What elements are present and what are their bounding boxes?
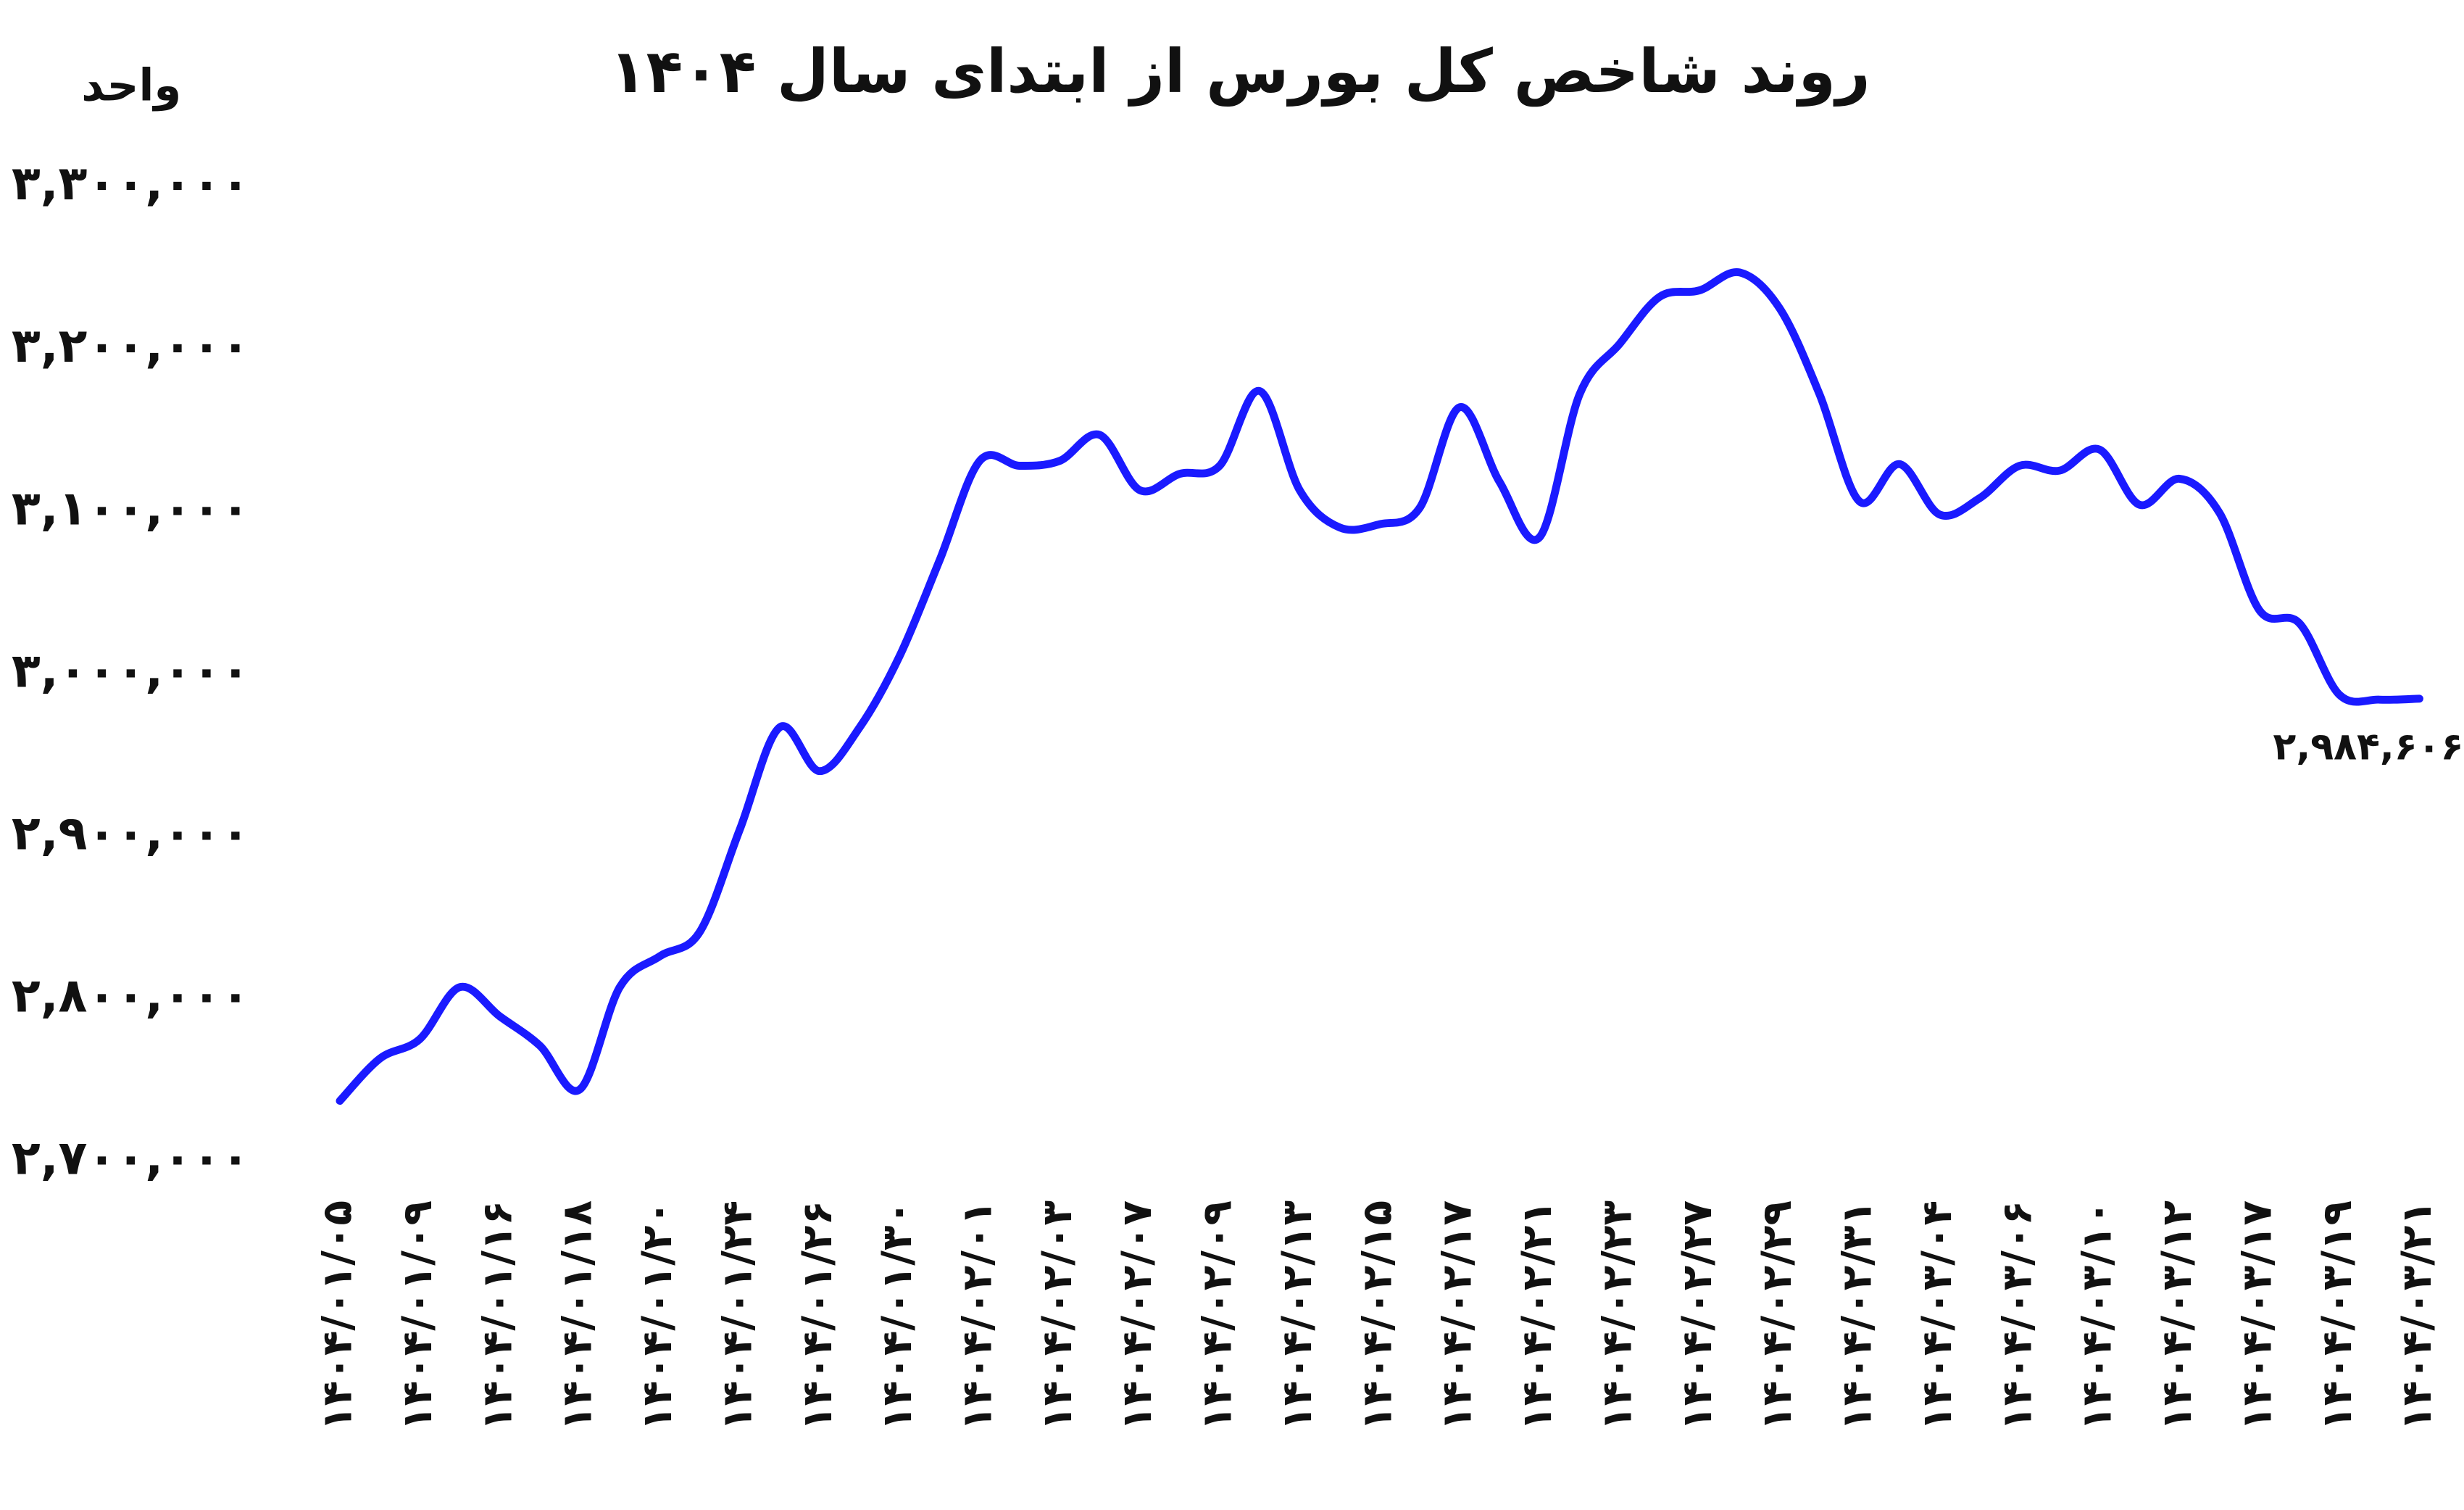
x-tick-label: ۱۴۰۴/۰۳/۱۰	[2073, 1200, 2121, 1431]
x-tick-label: ۱۴۰۴/۰۱/۱۶	[473, 1200, 521, 1431]
x-tick-label: ۱۴۰۴/۰۲/۱۵	[1353, 1200, 1401, 1431]
data-label: ۲,۹۸۴,۶۰۶	[2273, 725, 2463, 769]
x-tick-label: ۱۴۰۴/۰۱/۰۵	[314, 1200, 362, 1431]
x-tick-label: ۱۴۰۴/۰۱/۲۶	[794, 1200, 841, 1431]
x-tick-label: ۱۴۰۴/۰۲/۲۹	[1753, 1200, 1801, 1431]
x-tick-label: ۱۴۰۴/۰۱/۰۹	[394, 1200, 441, 1431]
line	[336, 268, 2423, 1105]
y-tick-label: ۳,۲۰۰,۰۰۰	[12, 318, 250, 373]
x-tick-label: ۱۴۰۴/۰۳/۱۹	[2313, 1200, 2361, 1431]
x-tick-label: ۱۴۰۴/۰۲/۰۷	[1113, 1200, 1161, 1431]
x-tick-label: ۱۴۰۴/۰۲/۲۳	[1593, 1200, 1641, 1431]
x-tick-label: ۱۴۰۴/۰۲/۰۳	[1033, 1200, 1081, 1431]
x-tick-label: ۱۴۰۴/۰۱/۳۰	[873, 1200, 921, 1431]
x-tick-label: ۱۴۰۴/۰۲/۰۱	[954, 1200, 1002, 1431]
y-axis-label: واحد	[81, 60, 181, 112]
y-tick-label: ۳,۰۰۰,۰۰۰	[12, 643, 250, 698]
x-tick-label: ۱۴۰۴/۰۲/۲۱	[1513, 1200, 1561, 1431]
x-tick-label: ۱۴۰۴/۰۱/۲۴	[713, 1200, 761, 1431]
x-tick-label: ۱۴۰۴/۰۲/۰۹	[1194, 1200, 1241, 1431]
x-tick-label: ۱۴۰۴/۰۲/۱۳	[1273, 1200, 1321, 1431]
x-tick-label: ۱۴۰۴/۰۲/۲۷	[1673, 1200, 1721, 1431]
x-tick-label: ۱۴۰۴/۰۳/۱۷	[2233, 1200, 2281, 1431]
x-tick-label: ۱۴۰۴/۰۱/۱۸	[554, 1200, 602, 1431]
x-tick-label: ۱۴۰۴/۰۳/۰۶	[1993, 1200, 2041, 1431]
x-tick-label: ۱۴۰۴/۰۳/۱۲	[2153, 1200, 2201, 1431]
x-tick-label: ۱۴۰۴/۰۳/۲۱	[2393, 1200, 2441, 1431]
y-tick-label: ۲,۹۰۰,۰۰۰	[12, 805, 250, 860]
chart-title: روند شاخص کل بورس از ابتدای سال ۱۴۰۴	[609, 36, 1870, 107]
x-tick-label: ۱۴۰۴/۰۲/۱۷	[1433, 1200, 1481, 1431]
x-tick-label: ۱۴۰۴/۰۳/۰۴	[1913, 1200, 1961, 1431]
y-tick-label: ۳,۳۰۰,۰۰۰	[12, 156, 250, 211]
x-tick-label: ۱۴۰۴/۰۲/۳۱	[1834, 1200, 1881, 1431]
x-tick-label: ۱۴۰۴/۰۱/۲۰	[633, 1200, 681, 1431]
y-tick-label: ۲,۸۰۰,۰۰۰	[12, 968, 250, 1023]
y-tick-label: ۲,۷۰۰,۰۰۰	[12, 1131, 250, 1186]
y-tick-label: ۳,۱۰۰,۰۰۰	[12, 481, 250, 536]
